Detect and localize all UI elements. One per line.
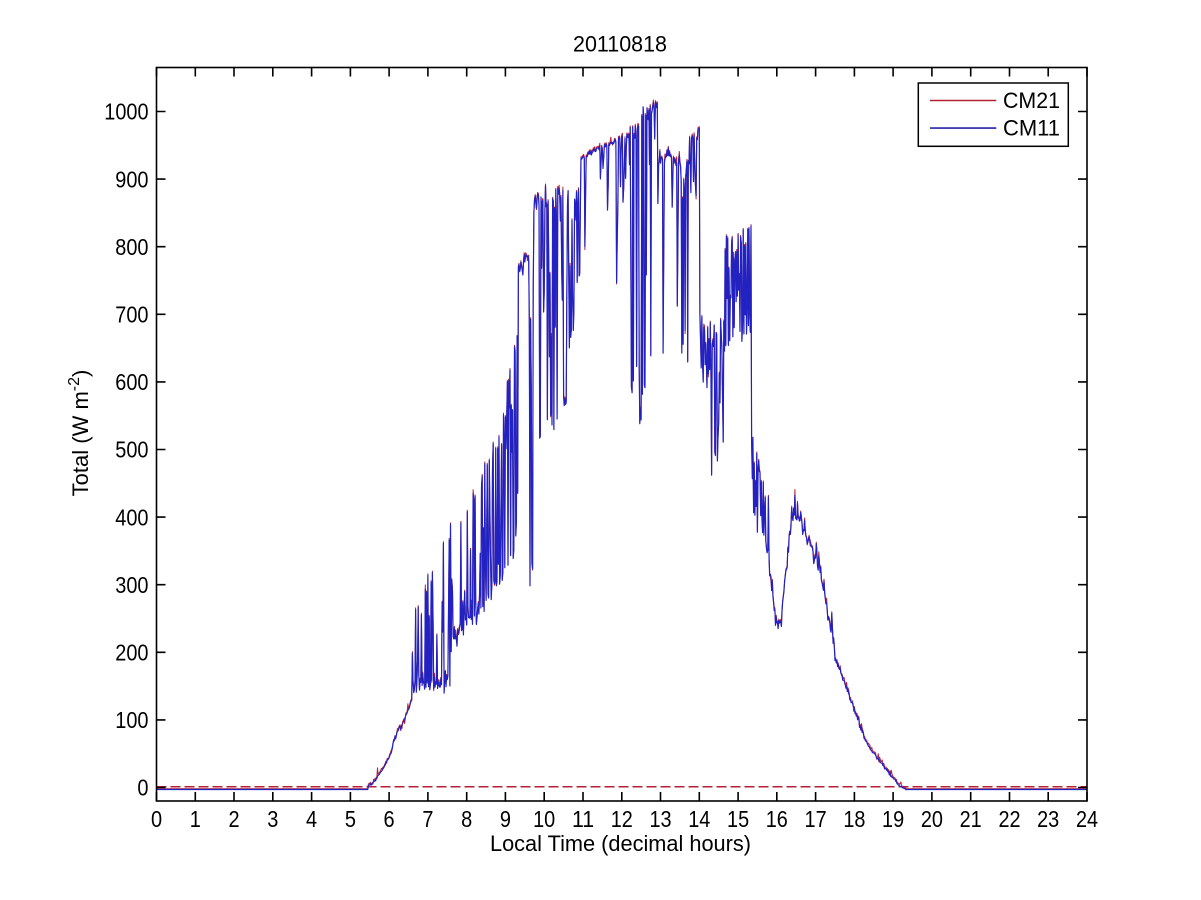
svg-text:21: 21 [960,806,982,832]
svg-text:6: 6 [384,806,395,832]
svg-text:900: 900 [115,166,148,192]
svg-text:22: 22 [998,806,1020,832]
svg-text:3: 3 [267,806,278,832]
svg-text:5: 5 [345,806,356,832]
svg-text:CM21: CM21 [1003,88,1060,113]
svg-text:20110818: 20110818 [573,32,667,57]
svg-text:16: 16 [766,806,788,832]
svg-text:8: 8 [461,806,472,832]
svg-text:400: 400 [115,504,148,530]
svg-text:800: 800 [115,234,148,260]
svg-text:2: 2 [228,806,239,832]
svg-text:200: 200 [115,640,148,666]
svg-text:Local Time (decimal hours): Local Time (decimal hours) [490,831,751,856]
svg-text:10: 10 [533,806,555,832]
svg-text:0: 0 [137,775,148,801]
svg-text:18: 18 [843,806,865,832]
svg-text:0: 0 [151,806,162,832]
svg-text:19: 19 [882,806,904,832]
svg-text:600: 600 [115,369,148,395]
svg-text:20: 20 [921,806,943,832]
svg-text:700: 700 [115,302,148,328]
svg-text:4: 4 [306,806,317,832]
svg-text:12: 12 [611,806,633,832]
svg-text:CM11: CM11 [1003,116,1060,141]
svg-text:300: 300 [115,572,148,598]
svg-text:15: 15 [727,806,749,832]
svg-text:23: 23 [1037,806,1059,832]
svg-text:500: 500 [115,437,148,463]
svg-text:100: 100 [115,707,148,733]
svg-text:1: 1 [190,806,201,832]
svg-text:24: 24 [1076,806,1098,832]
svg-text:7: 7 [422,806,433,832]
svg-text:9: 9 [500,806,511,832]
svg-text:17: 17 [805,806,827,832]
svg-text:1000: 1000 [104,99,148,125]
svg-text:14: 14 [688,806,710,832]
svg-text:11: 11 [572,806,594,832]
svg-text:13: 13 [649,806,671,832]
